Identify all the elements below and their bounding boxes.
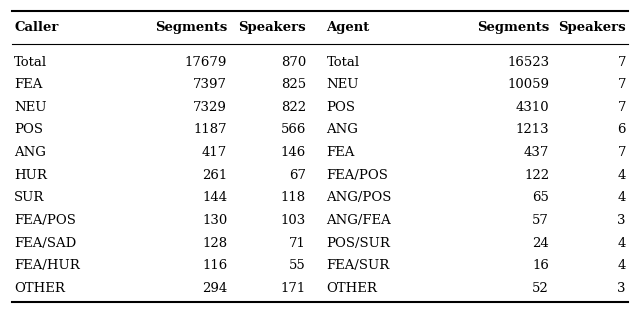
Text: FEA/POS: FEA/POS [326, 169, 388, 182]
Text: 16: 16 [532, 259, 549, 272]
Text: 57: 57 [532, 214, 549, 227]
Text: OTHER: OTHER [14, 282, 65, 295]
Text: FEA/HUR: FEA/HUR [14, 259, 80, 272]
Text: POS/SUR: POS/SUR [326, 237, 390, 250]
Text: Caller: Caller [14, 21, 58, 34]
Text: Agent: Agent [326, 21, 370, 34]
Text: POS: POS [14, 123, 43, 136]
Text: HUR: HUR [14, 169, 47, 182]
Text: 3: 3 [618, 214, 626, 227]
Text: FEA/POS: FEA/POS [14, 214, 76, 227]
Text: NEU: NEU [14, 101, 47, 114]
Text: 417: 417 [202, 146, 227, 159]
Text: 10059: 10059 [507, 78, 549, 91]
Text: 122: 122 [524, 169, 549, 182]
Text: ANG/POS: ANG/POS [326, 191, 392, 204]
Text: 7: 7 [618, 55, 626, 69]
Text: 55: 55 [289, 259, 306, 272]
Text: 116: 116 [202, 259, 227, 272]
Text: 146: 146 [281, 146, 306, 159]
Text: Segments: Segments [155, 21, 227, 34]
Text: Total: Total [326, 55, 360, 69]
Text: 825: 825 [281, 78, 306, 91]
Text: 7329: 7329 [193, 101, 227, 114]
Text: 4: 4 [618, 237, 626, 250]
Text: 65: 65 [532, 191, 549, 204]
Text: 294: 294 [202, 282, 227, 295]
Text: 24: 24 [532, 237, 549, 250]
Text: NEU: NEU [326, 78, 359, 91]
Text: 7397: 7397 [193, 78, 227, 91]
Text: 71: 71 [289, 237, 306, 250]
Text: Total: Total [14, 55, 47, 69]
Text: FEA/SAD: FEA/SAD [14, 237, 76, 250]
Text: ANG/FEA: ANG/FEA [326, 214, 391, 227]
Text: SUR: SUR [14, 191, 44, 204]
Text: 437: 437 [524, 146, 549, 159]
Text: Speakers: Speakers [238, 21, 306, 34]
Text: 1187: 1187 [193, 123, 227, 136]
Text: 4: 4 [618, 191, 626, 204]
Text: 7: 7 [618, 78, 626, 91]
Text: 7: 7 [618, 146, 626, 159]
Text: 261: 261 [202, 169, 227, 182]
Text: 1213: 1213 [515, 123, 549, 136]
Text: 144: 144 [202, 191, 227, 204]
Text: 16523: 16523 [507, 55, 549, 69]
Text: FEA: FEA [326, 146, 355, 159]
Text: 7: 7 [618, 101, 626, 114]
Text: FEA: FEA [14, 78, 42, 91]
Text: 870: 870 [281, 55, 306, 69]
Text: 822: 822 [281, 101, 306, 114]
Text: 566: 566 [280, 123, 306, 136]
Text: Speakers: Speakers [558, 21, 626, 34]
Text: 130: 130 [202, 214, 227, 227]
Text: 103: 103 [281, 214, 306, 227]
Text: 4: 4 [618, 259, 626, 272]
Text: 4310: 4310 [515, 101, 549, 114]
Text: 128: 128 [202, 237, 227, 250]
Text: 4: 4 [618, 169, 626, 182]
Text: ANG: ANG [326, 123, 358, 136]
Text: Segments: Segments [477, 21, 549, 34]
Text: 52: 52 [532, 282, 549, 295]
Text: ANG: ANG [14, 146, 46, 159]
Text: FEA/SUR: FEA/SUR [326, 259, 390, 272]
Text: POS: POS [326, 101, 355, 114]
Text: 6: 6 [618, 123, 626, 136]
Text: 171: 171 [281, 282, 306, 295]
Text: 118: 118 [281, 191, 306, 204]
Text: 67: 67 [289, 169, 306, 182]
Text: 17679: 17679 [185, 55, 227, 69]
Text: 3: 3 [618, 282, 626, 295]
Text: OTHER: OTHER [326, 282, 377, 295]
